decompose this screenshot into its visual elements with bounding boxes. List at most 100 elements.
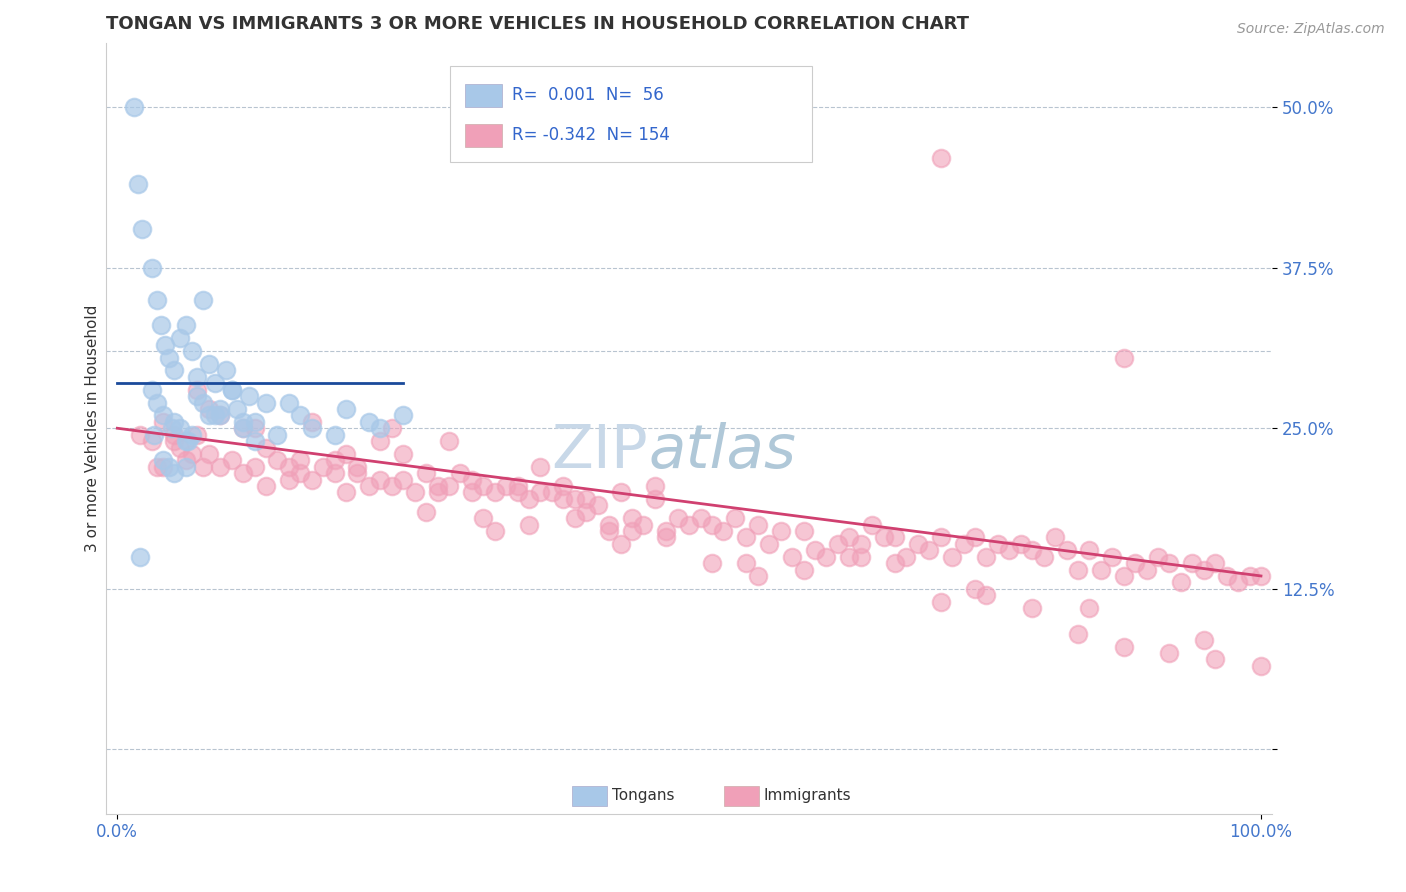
Point: [232, 421, 254, 435]
Point: [426, 485, 449, 500]
Point: [232, 466, 254, 480]
Point: [301, 421, 323, 435]
Point: [655, 524, 678, 538]
Point: [896, 549, 918, 564]
Point: [197, 401, 219, 416]
Point: [929, 152, 952, 166]
Point: [180, 344, 202, 359]
Point: [620, 511, 643, 525]
Point: [804, 543, 827, 558]
Text: atlas: atlas: [648, 422, 796, 481]
Point: [609, 485, 631, 500]
Point: [792, 562, 814, 576]
Point: [1010, 537, 1032, 551]
Text: Source: ZipAtlas.com: Source: ZipAtlas.com: [1237, 22, 1385, 37]
Point: [506, 479, 529, 493]
Point: [449, 466, 471, 480]
Point: [553, 479, 575, 493]
FancyBboxPatch shape: [450, 66, 811, 162]
Point: [209, 459, 232, 474]
Text: Immigrants: Immigrants: [763, 789, 852, 804]
Point: [1136, 562, 1159, 576]
Point: [575, 491, 598, 506]
Point: [346, 466, 368, 480]
Point: [529, 485, 551, 500]
Point: [929, 530, 952, 544]
Text: ZIP: ZIP: [551, 422, 648, 481]
Point: [884, 530, 907, 544]
Point: [1204, 556, 1226, 570]
Point: [197, 447, 219, 461]
Point: [127, 177, 149, 191]
Point: [541, 485, 564, 500]
Point: [152, 453, 174, 467]
Text: TONGAN VS IMMIGRANTS 3 OR MORE VEHICLES IN HOUSEHOLD CORRELATION CHART: TONGAN VS IMMIGRANTS 3 OR MORE VEHICLES …: [105, 15, 969, 33]
Point: [243, 415, 266, 429]
Point: [598, 517, 620, 532]
Point: [792, 524, 814, 538]
Point: [169, 421, 191, 435]
FancyBboxPatch shape: [724, 786, 759, 805]
Point: [758, 537, 780, 551]
Point: [152, 459, 174, 474]
Point: [1159, 556, 1181, 570]
Point: [1043, 530, 1066, 544]
Point: [976, 588, 998, 602]
Point: [174, 459, 197, 474]
Point: [1192, 562, 1215, 576]
Point: [987, 537, 1010, 551]
Point: [266, 427, 288, 442]
Point: [1239, 569, 1261, 583]
Text: R= -0.342  N= 154: R= -0.342 N= 154: [512, 127, 669, 145]
Point: [141, 383, 163, 397]
Point: [963, 582, 986, 596]
Point: [174, 318, 197, 333]
Point: [180, 447, 202, 461]
Point: [169, 331, 191, 345]
Point: [437, 479, 460, 493]
Point: [163, 427, 186, 442]
Point: [163, 363, 186, 377]
Point: [678, 517, 700, 532]
Point: [769, 524, 792, 538]
Point: [907, 537, 929, 551]
Point: [929, 594, 952, 608]
Point: [1170, 575, 1192, 590]
Point: [335, 447, 357, 461]
Point: [141, 434, 163, 448]
Point: [644, 491, 666, 506]
Point: [254, 395, 277, 409]
Point: [827, 537, 849, 551]
Point: [186, 389, 208, 403]
Point: [1021, 543, 1043, 558]
Point: [700, 556, 723, 570]
Point: [849, 537, 872, 551]
Point: [815, 549, 838, 564]
Point: [191, 293, 214, 307]
Point: [1067, 562, 1090, 576]
Point: [1032, 549, 1054, 564]
Point: [780, 549, 803, 564]
Point: [1112, 351, 1135, 365]
Point: [141, 260, 163, 275]
Point: [243, 434, 266, 448]
Point: [290, 409, 312, 423]
Point: [277, 395, 299, 409]
Point: [872, 530, 894, 544]
Point: [277, 459, 299, 474]
Point: [254, 441, 277, 455]
Point: [689, 511, 711, 525]
Point: [204, 409, 226, 423]
FancyBboxPatch shape: [465, 84, 502, 107]
Point: [169, 441, 191, 455]
Point: [849, 549, 872, 564]
Point: [735, 556, 758, 570]
Point: [186, 427, 208, 442]
Point: [209, 409, 232, 423]
Point: [163, 415, 186, 429]
Point: [437, 434, 460, 448]
Point: [370, 421, 392, 435]
Point: [157, 351, 180, 365]
Point: [243, 421, 266, 435]
Point: [609, 537, 631, 551]
